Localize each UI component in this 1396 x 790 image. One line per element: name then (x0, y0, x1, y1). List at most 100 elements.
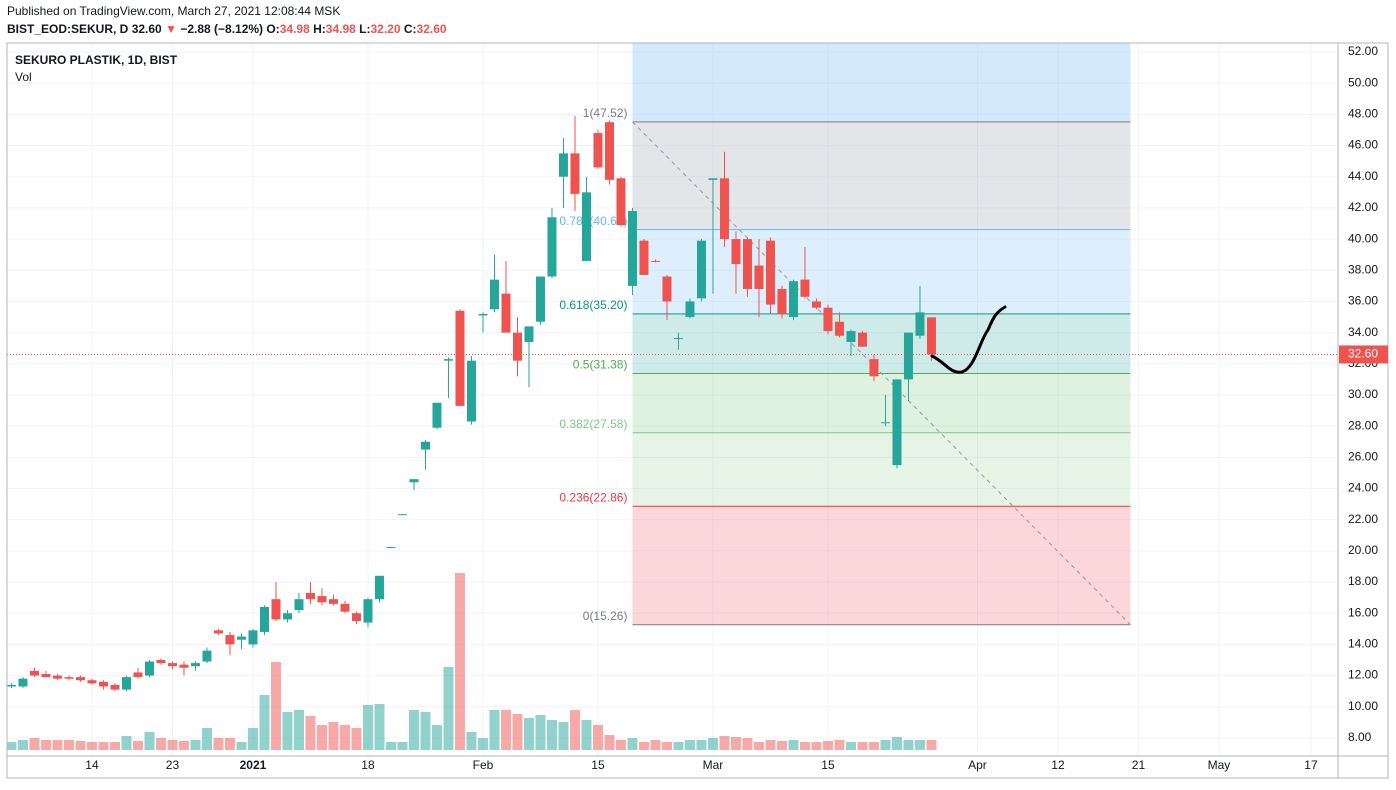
volume-bar (362, 705, 373, 750)
volume-bar (420, 712, 431, 750)
y-tick-label: 40.00 (1348, 231, 1378, 245)
x-tick-label: Mar (703, 758, 724, 772)
volume-bar (500, 710, 511, 750)
volume-bar (730, 737, 741, 750)
candle-body (133, 672, 143, 678)
l-value: 32.20 (370, 22, 400, 36)
last-price-tag (1339, 345, 1388, 364)
candle-body (719, 178, 729, 240)
candle-body (708, 178, 718, 180)
candle-body (524, 326, 534, 342)
candle-body (363, 599, 373, 623)
candle-body (892, 379, 902, 466)
volume-bar (650, 740, 661, 750)
volume-bar (615, 740, 626, 750)
candle-body (167, 663, 177, 667)
volume-bar (155, 738, 166, 750)
volume-bar (569, 710, 580, 750)
candle-body (282, 613, 292, 620)
volume-bar (581, 720, 592, 750)
volume-bar (385, 742, 396, 750)
volume-bar (926, 740, 937, 750)
volume-bar (75, 741, 86, 750)
published: Published on TradingView.com, March 27, … (7, 4, 340, 18)
volume-bar (707, 738, 718, 750)
candle-body (673, 338, 683, 340)
candle-body (248, 630, 258, 645)
candle-body (294, 599, 304, 611)
volume-bar (224, 738, 235, 750)
fib-label: 0.5(31.38) (573, 358, 628, 372)
h-value: 34.98 (326, 22, 356, 36)
price: 32.60 (132, 22, 162, 36)
x-tick-label: 2021 (240, 758, 267, 772)
y-tick-label: 42.00 (1348, 200, 1378, 214)
o-label: O: (266, 22, 279, 36)
volume-bar (753, 742, 764, 750)
c-label: C: (404, 22, 417, 36)
volume-bar (788, 740, 799, 750)
candle-body (926, 317, 936, 355)
candle-body (18, 678, 28, 687)
volume-bar (236, 742, 247, 750)
volume-bar (52, 740, 63, 750)
volume-bar (109, 742, 120, 750)
candle-body (903, 332, 913, 380)
symbol-name: BIST_EOD:SEKUR, D (7, 22, 129, 36)
volume-bar (431, 725, 442, 750)
candle-body (259, 606, 269, 632)
x-tick-label: 12 (1051, 758, 1065, 772)
volume-bar (857, 742, 868, 750)
y-tick-label: 48.00 (1348, 107, 1378, 121)
fib-zone (632, 506, 1131, 625)
y-tick-label: 28.00 (1348, 418, 1378, 432)
candle-body (547, 217, 557, 277)
candle-body (777, 288, 787, 314)
y-tick-label: 10.00 (1348, 699, 1378, 713)
volume-bar (374, 704, 385, 750)
x-tick-label: 15 (591, 758, 605, 772)
volume-bar (63, 740, 74, 750)
y-tick-label: 8.00 (1348, 730, 1372, 744)
candle-body (650, 260, 660, 262)
volume-bar (661, 742, 672, 750)
volume-bar (316, 725, 327, 750)
candle-body (857, 332, 867, 347)
y-tick-label: 26.00 (1348, 450, 1378, 464)
volume-bar (86, 742, 97, 750)
fib-zone (632, 43, 1131, 122)
x-tick-label: 14 (85, 758, 99, 772)
volume-bar (443, 667, 454, 750)
volume-bar (868, 742, 879, 750)
candle-body (823, 307, 833, 332)
candle-body (834, 321, 844, 336)
candle-body (846, 331, 856, 342)
volume-bar (742, 738, 753, 750)
candle-body (156, 659, 166, 664)
volume-bar (834, 740, 845, 750)
y-tick-label: 50.00 (1348, 75, 1378, 89)
candle-body (98, 681, 108, 687)
volume-bar (719, 736, 730, 750)
volume-bar (799, 742, 810, 750)
volume-bar (638, 742, 649, 750)
candle-body (75, 677, 85, 681)
volume-bar (213, 738, 224, 750)
volume-bar (684, 740, 695, 750)
volume-bar (17, 740, 28, 750)
candle-body (213, 630, 223, 634)
y-tick-label: 16.00 (1348, 605, 1378, 619)
volume-bar (7, 742, 17, 750)
volume-bar (270, 662, 281, 750)
x-tick-label: 15 (821, 758, 835, 772)
y-tick-label: 12.00 (1348, 668, 1378, 682)
x-tick-label: 21 (1132, 758, 1146, 772)
volume-bar (776, 741, 787, 750)
volume-bar (523, 718, 534, 750)
candle-body (501, 293, 511, 333)
volume-bar (121, 736, 132, 750)
candle-body (685, 301, 695, 318)
candle-body (41, 674, 51, 678)
volume-bar (351, 728, 362, 750)
candle-body (880, 422, 890, 424)
